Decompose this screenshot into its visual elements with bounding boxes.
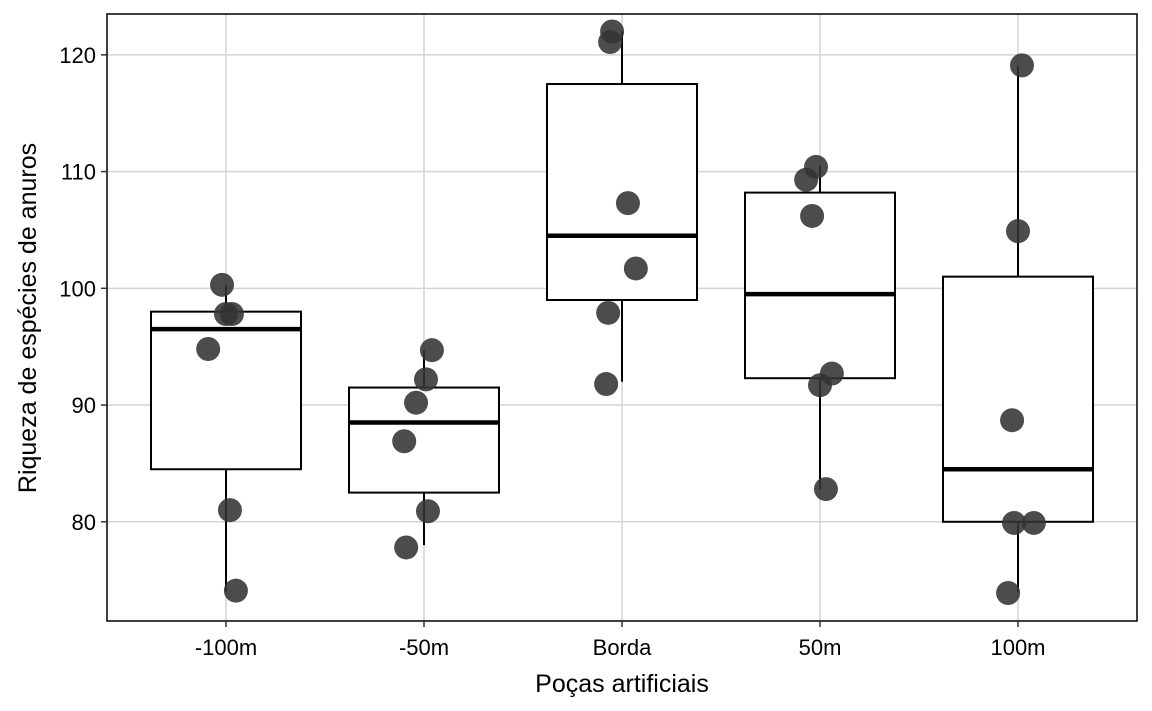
- box-iqr: [150, 310, 302, 471]
- data-point: [1021, 510, 1046, 535]
- data-point: [594, 372, 619, 397]
- y-tick-label: 100: [59, 276, 96, 301]
- data-point: [419, 338, 444, 363]
- y-tick-label: 110: [61, 160, 96, 185]
- boxes: [150, 31, 1094, 592]
- data-point: [996, 580, 1021, 605]
- data-point: [623, 256, 648, 281]
- data-point: [808, 373, 832, 398]
- x-tick-label: Borda: [593, 635, 652, 660]
- data-point: [800, 203, 825, 228]
- data-point: [219, 301, 244, 326]
- data-point: [615, 191, 640, 216]
- data-point: [217, 498, 242, 523]
- box-iqr: [546, 83, 698, 301]
- data-point: [600, 19, 625, 44]
- data-point: [415, 499, 440, 524]
- data-point: [1002, 510, 1027, 535]
- data-point: [804, 154, 829, 179]
- x-tick-label: -100m: [195, 635, 257, 660]
- y-axis-title: Riqueza de espécies de anuros: [14, 143, 42, 493]
- x-tick-label: 100m: [990, 635, 1045, 660]
- data-point: [1000, 408, 1025, 433]
- y-tick-label: 120: [59, 43, 96, 68]
- data-point: [392, 429, 417, 454]
- data-point: [413, 367, 438, 392]
- data-point: [404, 390, 429, 415]
- data-point: [196, 337, 221, 362]
- data-point: [1009, 53, 1034, 78]
- data-point: [394, 535, 419, 560]
- data-point: [223, 578, 248, 603]
- x-axis-title: Poças artificiais: [535, 670, 709, 698]
- data-point: [1006, 219, 1030, 244]
- box-iqr: [942, 275, 1094, 523]
- data-point: [596, 300, 621, 325]
- data-point: [210, 272, 235, 297]
- y-tick-label: 90: [72, 393, 96, 418]
- data-points: [196, 19, 1046, 605]
- axes: 80 90 100 110 120 -100m -50m Borda 50m 100m: [59, 43, 1045, 660]
- x-tick-label: 50m: [799, 635, 842, 660]
- data-point: [813, 477, 838, 502]
- x-tick-label: -50m: [399, 635, 449, 660]
- y-tick-label: 80: [72, 510, 96, 535]
